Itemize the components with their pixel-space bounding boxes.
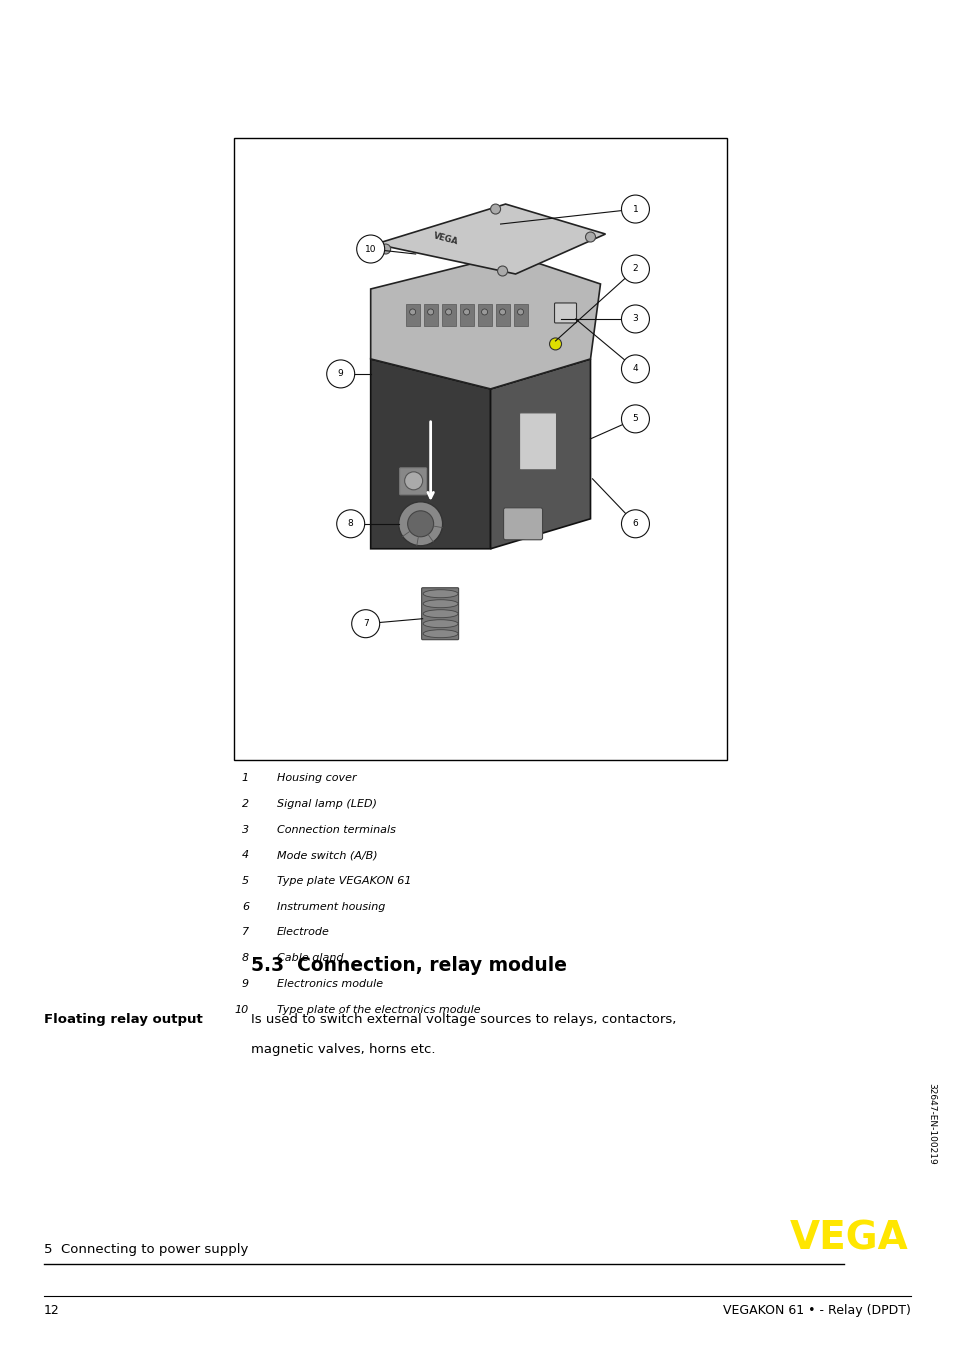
Circle shape xyxy=(517,309,523,315)
Text: 10: 10 xyxy=(234,1005,249,1014)
Text: Mode switch (A/B): Mode switch (A/B) xyxy=(276,850,376,860)
Text: 5: 5 xyxy=(242,876,249,886)
Text: 8: 8 xyxy=(242,953,249,963)
Text: 7: 7 xyxy=(242,927,249,937)
Text: 2: 2 xyxy=(632,264,638,274)
Text: 5.3  Connection, relay module: 5.3 Connection, relay module xyxy=(251,956,566,975)
Text: 7: 7 xyxy=(362,619,368,628)
Bar xyxy=(441,303,456,326)
Text: Connection terminals: Connection terminals xyxy=(276,825,395,834)
Polygon shape xyxy=(371,255,599,389)
Polygon shape xyxy=(371,359,490,548)
Circle shape xyxy=(490,204,500,214)
FancyBboxPatch shape xyxy=(554,303,576,324)
Text: 9: 9 xyxy=(242,979,249,988)
Ellipse shape xyxy=(423,600,457,608)
Polygon shape xyxy=(490,359,590,548)
Text: Housing cover: Housing cover xyxy=(276,773,355,783)
FancyBboxPatch shape xyxy=(399,468,426,494)
Bar xyxy=(423,303,437,326)
Circle shape xyxy=(585,232,595,242)
Text: VEGA: VEGA xyxy=(789,1220,907,1258)
Bar xyxy=(459,303,473,326)
Circle shape xyxy=(407,510,434,536)
Circle shape xyxy=(620,305,649,333)
Text: Electronics module: Electronics module xyxy=(276,979,382,988)
Circle shape xyxy=(404,471,422,490)
Text: 6: 6 xyxy=(632,520,638,528)
Text: Type plate VEGAKON 61: Type plate VEGAKON 61 xyxy=(276,876,411,886)
Circle shape xyxy=(499,309,505,315)
Bar xyxy=(495,303,509,326)
Circle shape xyxy=(620,195,649,223)
Circle shape xyxy=(356,236,384,263)
Circle shape xyxy=(352,609,379,638)
Circle shape xyxy=(409,309,416,315)
Ellipse shape xyxy=(423,620,457,628)
Circle shape xyxy=(481,309,487,315)
Circle shape xyxy=(445,309,451,315)
Text: 1: 1 xyxy=(632,204,638,214)
Text: 5: 5 xyxy=(632,414,638,424)
Text: 12: 12 xyxy=(44,1304,60,1317)
Text: 8: 8 xyxy=(348,520,354,528)
Polygon shape xyxy=(375,204,605,274)
Circle shape xyxy=(620,510,649,538)
Text: 2: 2 xyxy=(242,799,249,808)
Circle shape xyxy=(326,360,355,387)
Circle shape xyxy=(620,405,649,433)
Text: 4: 4 xyxy=(632,364,638,374)
Text: Electrode: Electrode xyxy=(276,927,329,937)
Text: 6: 6 xyxy=(242,902,249,911)
Circle shape xyxy=(620,255,649,283)
Circle shape xyxy=(380,244,391,255)
Text: 3: 3 xyxy=(632,314,638,324)
Circle shape xyxy=(620,355,649,383)
FancyBboxPatch shape xyxy=(503,508,542,540)
Text: 10: 10 xyxy=(365,245,376,253)
Bar xyxy=(477,303,491,326)
Text: 9: 9 xyxy=(337,370,343,378)
Text: Floating relay output: Floating relay output xyxy=(44,1013,202,1026)
Text: 1: 1 xyxy=(242,773,249,783)
Text: 5  Connecting to power supply: 5 Connecting to power supply xyxy=(44,1243,248,1257)
Circle shape xyxy=(398,502,442,546)
Text: 4: 4 xyxy=(242,850,249,860)
Text: Instrument housing: Instrument housing xyxy=(276,902,385,911)
Text: Cable gland: Cable gland xyxy=(276,953,343,963)
Text: Type plate of the electronics module: Type plate of the electronics module xyxy=(276,1005,479,1014)
Polygon shape xyxy=(371,329,590,389)
FancyBboxPatch shape xyxy=(421,588,458,639)
Ellipse shape xyxy=(423,609,457,617)
Ellipse shape xyxy=(423,630,457,638)
Text: Signal lamp (LED): Signal lamp (LED) xyxy=(276,799,376,808)
Circle shape xyxy=(549,338,561,349)
Text: 32647-EN-100219: 32647-EN-100219 xyxy=(926,1083,936,1164)
Text: VEGAKON 61 • - Relay (DPDT): VEGAKON 61 • - Relay (DPDT) xyxy=(722,1304,910,1317)
Text: Is used to switch external voltage sources to relays, contactors,: Is used to switch external voltage sourc… xyxy=(251,1013,676,1026)
Circle shape xyxy=(336,510,364,538)
FancyBboxPatch shape xyxy=(519,413,556,470)
Bar xyxy=(405,303,419,326)
Circle shape xyxy=(497,265,507,276)
Ellipse shape xyxy=(423,590,457,597)
Text: magnetic valves, horns etc.: magnetic valves, horns etc. xyxy=(251,1043,435,1056)
Bar xyxy=(513,303,527,326)
Circle shape xyxy=(463,309,469,315)
Bar xyxy=(233,138,726,760)
Text: VEGA: VEGA xyxy=(432,232,458,246)
Text: 3: 3 xyxy=(242,825,249,834)
Circle shape xyxy=(427,309,434,315)
